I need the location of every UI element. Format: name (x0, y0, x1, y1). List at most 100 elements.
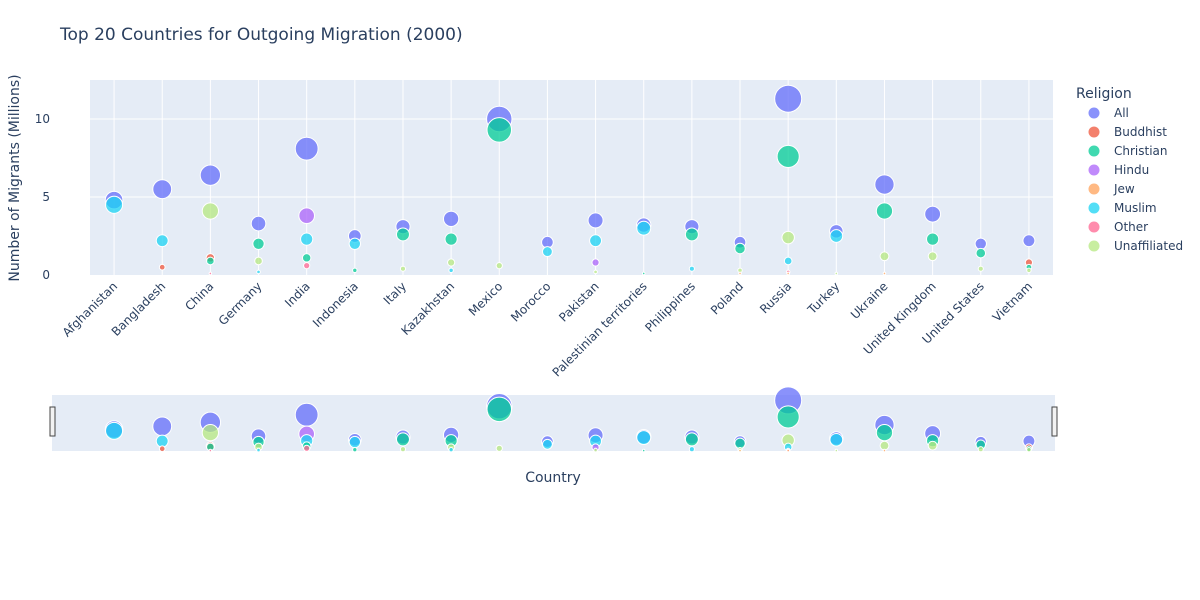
legend-item-muslim[interactable]: Muslim (1088, 201, 1157, 215)
point-other[interactable] (303, 262, 311, 270)
slider-point-muslim (256, 447, 261, 453)
legend-item-all[interactable]: All (1088, 106, 1129, 120)
slider-point-christian (352, 446, 358, 453)
range-slider-left-handle[interactable] (49, 406, 56, 437)
point-unaffiliated[interactable] (834, 271, 839, 276)
point-all[interactable] (587, 212, 604, 229)
slider-point-unaffiliated (834, 448, 839, 453)
point-muslim[interactable] (636, 220, 652, 236)
point-all[interactable] (874, 174, 895, 195)
y-axis-title: Number of Migrants (Millions) (7, 74, 23, 281)
range-slider[interactable] (49, 386, 1058, 453)
point-muslim[interactable] (300, 232, 314, 246)
point-christian[interactable] (486, 117, 513, 143)
legend-item-unaffiliated[interactable]: Unaffiliated (1088, 239, 1184, 253)
slider-point-christian (875, 424, 894, 442)
point-jew[interactable] (738, 271, 742, 276)
slider-point-other (303, 444, 311, 452)
point-other[interactable] (208, 271, 213, 276)
point-muslim[interactable] (155, 234, 169, 248)
legend-item-christian[interactable]: Christian (1088, 144, 1168, 158)
point-muslim[interactable] (105, 195, 124, 214)
x-tick-label: Morocco (508, 279, 553, 324)
point-all[interactable] (443, 210, 460, 227)
point-christian[interactable] (301, 253, 312, 263)
point-christian[interactable] (776, 144, 800, 169)
legend-marker (1088, 183, 1100, 195)
slider-point-unaffiliated (1026, 446, 1032, 453)
point-all[interactable] (924, 205, 942, 223)
point-christian[interactable] (352, 267, 358, 274)
point-buddhist[interactable] (158, 263, 166, 271)
x-tick-label: Philippines (642, 279, 698, 335)
legend-label: Christian (1114, 144, 1168, 158)
range-slider-right-handle[interactable] (1051, 406, 1058, 437)
point-christian[interactable] (641, 271, 646, 276)
legend-item-hindu[interactable]: Hindu (1088, 163, 1150, 177)
point-christian[interactable] (975, 247, 987, 259)
legend-item-buddhist[interactable]: Buddhist (1088, 125, 1168, 139)
point-hindu[interactable] (298, 207, 316, 225)
point-muslim[interactable] (448, 267, 454, 274)
point-all[interactable] (1022, 234, 1036, 248)
x-tick-label: Russia (757, 279, 794, 316)
point-muslim[interactable] (589, 234, 603, 248)
point-muslim[interactable] (783, 256, 793, 266)
x-tick-label: India (282, 279, 313, 310)
legend-label: All (1114, 106, 1129, 120)
slider-point-muslim (105, 421, 124, 440)
point-jew[interactable] (786, 271, 790, 276)
point-all[interactable] (250, 215, 267, 232)
point-muslim[interactable] (542, 246, 553, 258)
point-unaffiliated[interactable] (495, 262, 503, 270)
point-unaffiliated[interactable] (927, 251, 938, 262)
slider-point-unaffiliated (977, 446, 984, 453)
point-jew[interactable] (882, 271, 887, 276)
point-all[interactable] (774, 84, 803, 113)
x-tick-label: Pakistan (556, 279, 601, 324)
point-christian[interactable] (684, 227, 699, 242)
point-unaffiliated[interactable] (781, 230, 795, 245)
slider-point-unaffiliated (201, 424, 220, 442)
point-unaffiliated[interactable] (879, 251, 890, 262)
point-all[interactable] (974, 237, 987, 250)
point-hindu[interactable] (591, 258, 600, 267)
slider-point-muslim (542, 438, 553, 450)
point-unaffiliated[interactable] (1026, 267, 1032, 274)
point-all[interactable] (199, 164, 222, 186)
point-muslim[interactable] (348, 237, 362, 250)
slider-point-muslim (688, 446, 695, 453)
point-muslim[interactable] (256, 269, 261, 275)
point-christian[interactable] (206, 256, 215, 266)
point-christian[interactable] (395, 227, 410, 242)
legend-marker (1088, 164, 1100, 176)
point-christian[interactable] (252, 237, 265, 250)
point-unaffiliated[interactable] (447, 258, 456, 267)
legend-marker (1088, 240, 1100, 252)
legend-title: Religion (1076, 86, 1132, 102)
point-unaffiliated[interactable] (977, 265, 984, 272)
point-unaffiliated[interactable] (399, 265, 407, 272)
legend[interactable]: Religion All Buddhist Christian Hindu Jew Mus… (1076, 86, 1183, 253)
point-christian[interactable] (734, 242, 746, 255)
x-tick-label: Poland (708, 279, 746, 317)
x-axis-title: Country (525, 470, 581, 486)
legend-label: Unaffiliated (1114, 239, 1183, 253)
legend-label: Muslim (1114, 201, 1157, 215)
point-all[interactable] (294, 136, 319, 161)
point-unaffiliated[interactable] (254, 256, 263, 266)
point-christian[interactable] (926, 232, 940, 246)
point-all[interactable] (152, 179, 173, 200)
legend-item-jew[interactable]: Jew (1088, 182, 1135, 196)
x-tick-label: Indonesia (310, 279, 361, 330)
point-unaffiliated[interactable] (201, 202, 220, 220)
point-christian[interactable] (444, 232, 458, 246)
point-christian[interactable] (875, 202, 894, 220)
x-tick-label: China (182, 279, 216, 313)
legend-item-other[interactable]: Other (1088, 220, 1149, 234)
point-unaffiliated[interactable] (593, 269, 598, 275)
point-muslim[interactable] (829, 229, 844, 243)
point-muslim[interactable] (688, 265, 695, 272)
